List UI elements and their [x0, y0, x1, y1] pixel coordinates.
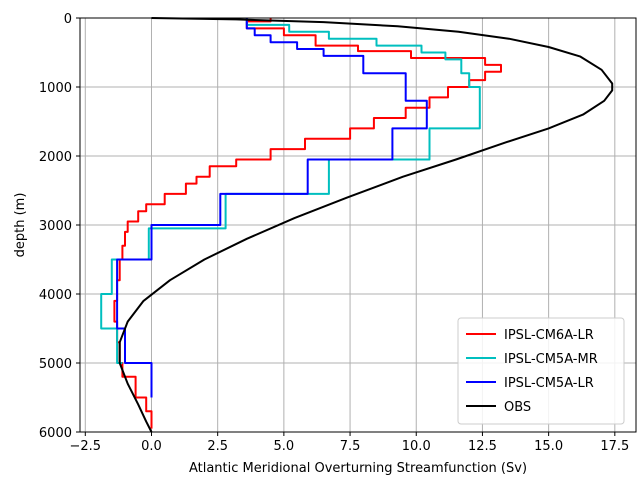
- legend-label-ipsl-cm5a-lr: IPSL-CM5A-LR: [504, 376, 594, 391]
- series-line-obs: [118, 17, 614, 433]
- x-tick-label: −2.5: [70, 439, 102, 454]
- y-tick-label: 0: [64, 12, 72, 27]
- y-tick-label: 6000: [39, 426, 72, 441]
- x-tick-label: 17.5: [600, 439, 629, 454]
- y-axis-label: depth (m): [13, 193, 28, 258]
- series-layer: [100, 17, 614, 433]
- x-tick-label: 5.0: [274, 439, 295, 454]
- x-tick-label: 2.5: [207, 439, 228, 454]
- legend-box: [457, 317, 625, 425]
- y-tick-label: 5000: [39, 357, 72, 372]
- y-tick-label: 2000: [39, 150, 72, 165]
- series-line-ipsl-cm5a-lr: [116, 18, 428, 398]
- series-line-ipsl-cm5a-mr: [100, 18, 481, 364]
- x-tick-label: 7.5: [340, 439, 361, 454]
- legend-label-ipsl-cm6a-lr: IPSL-CM6A-LR: [504, 328, 594, 343]
- x-axis-label: Atlantic Meridional Overturning Streamfu…: [189, 461, 527, 476]
- series-line-ipsl-cm6a-lr: [113, 18, 502, 429]
- y-tick-label: 1000: [39, 81, 72, 96]
- legend-label-ipsl-cm5a-mr: IPSL-CM5A-MR: [504, 352, 598, 367]
- y-tick-label: 3000: [39, 219, 72, 234]
- legend-label-obs: OBS: [504, 400, 531, 415]
- y-tick-label: 4000: [39, 288, 72, 303]
- legend: IPSL-CM6A-LR IPSL-CM5A-MR IPSL-CM5A-LR OBS: [457, 317, 625, 425]
- x-tick-label: 12.5: [468, 439, 497, 454]
- axis-ticks: −2.5 0.0 2.5 5.0 7.5 10.0 12.5 15.0 17.5 0 1000 200…: [39, 12, 629, 454]
- x-tick-label: 15.0: [534, 439, 563, 454]
- x-tick-label: 0.0: [141, 439, 162, 454]
- x-tick-label: 10.0: [402, 439, 431, 454]
